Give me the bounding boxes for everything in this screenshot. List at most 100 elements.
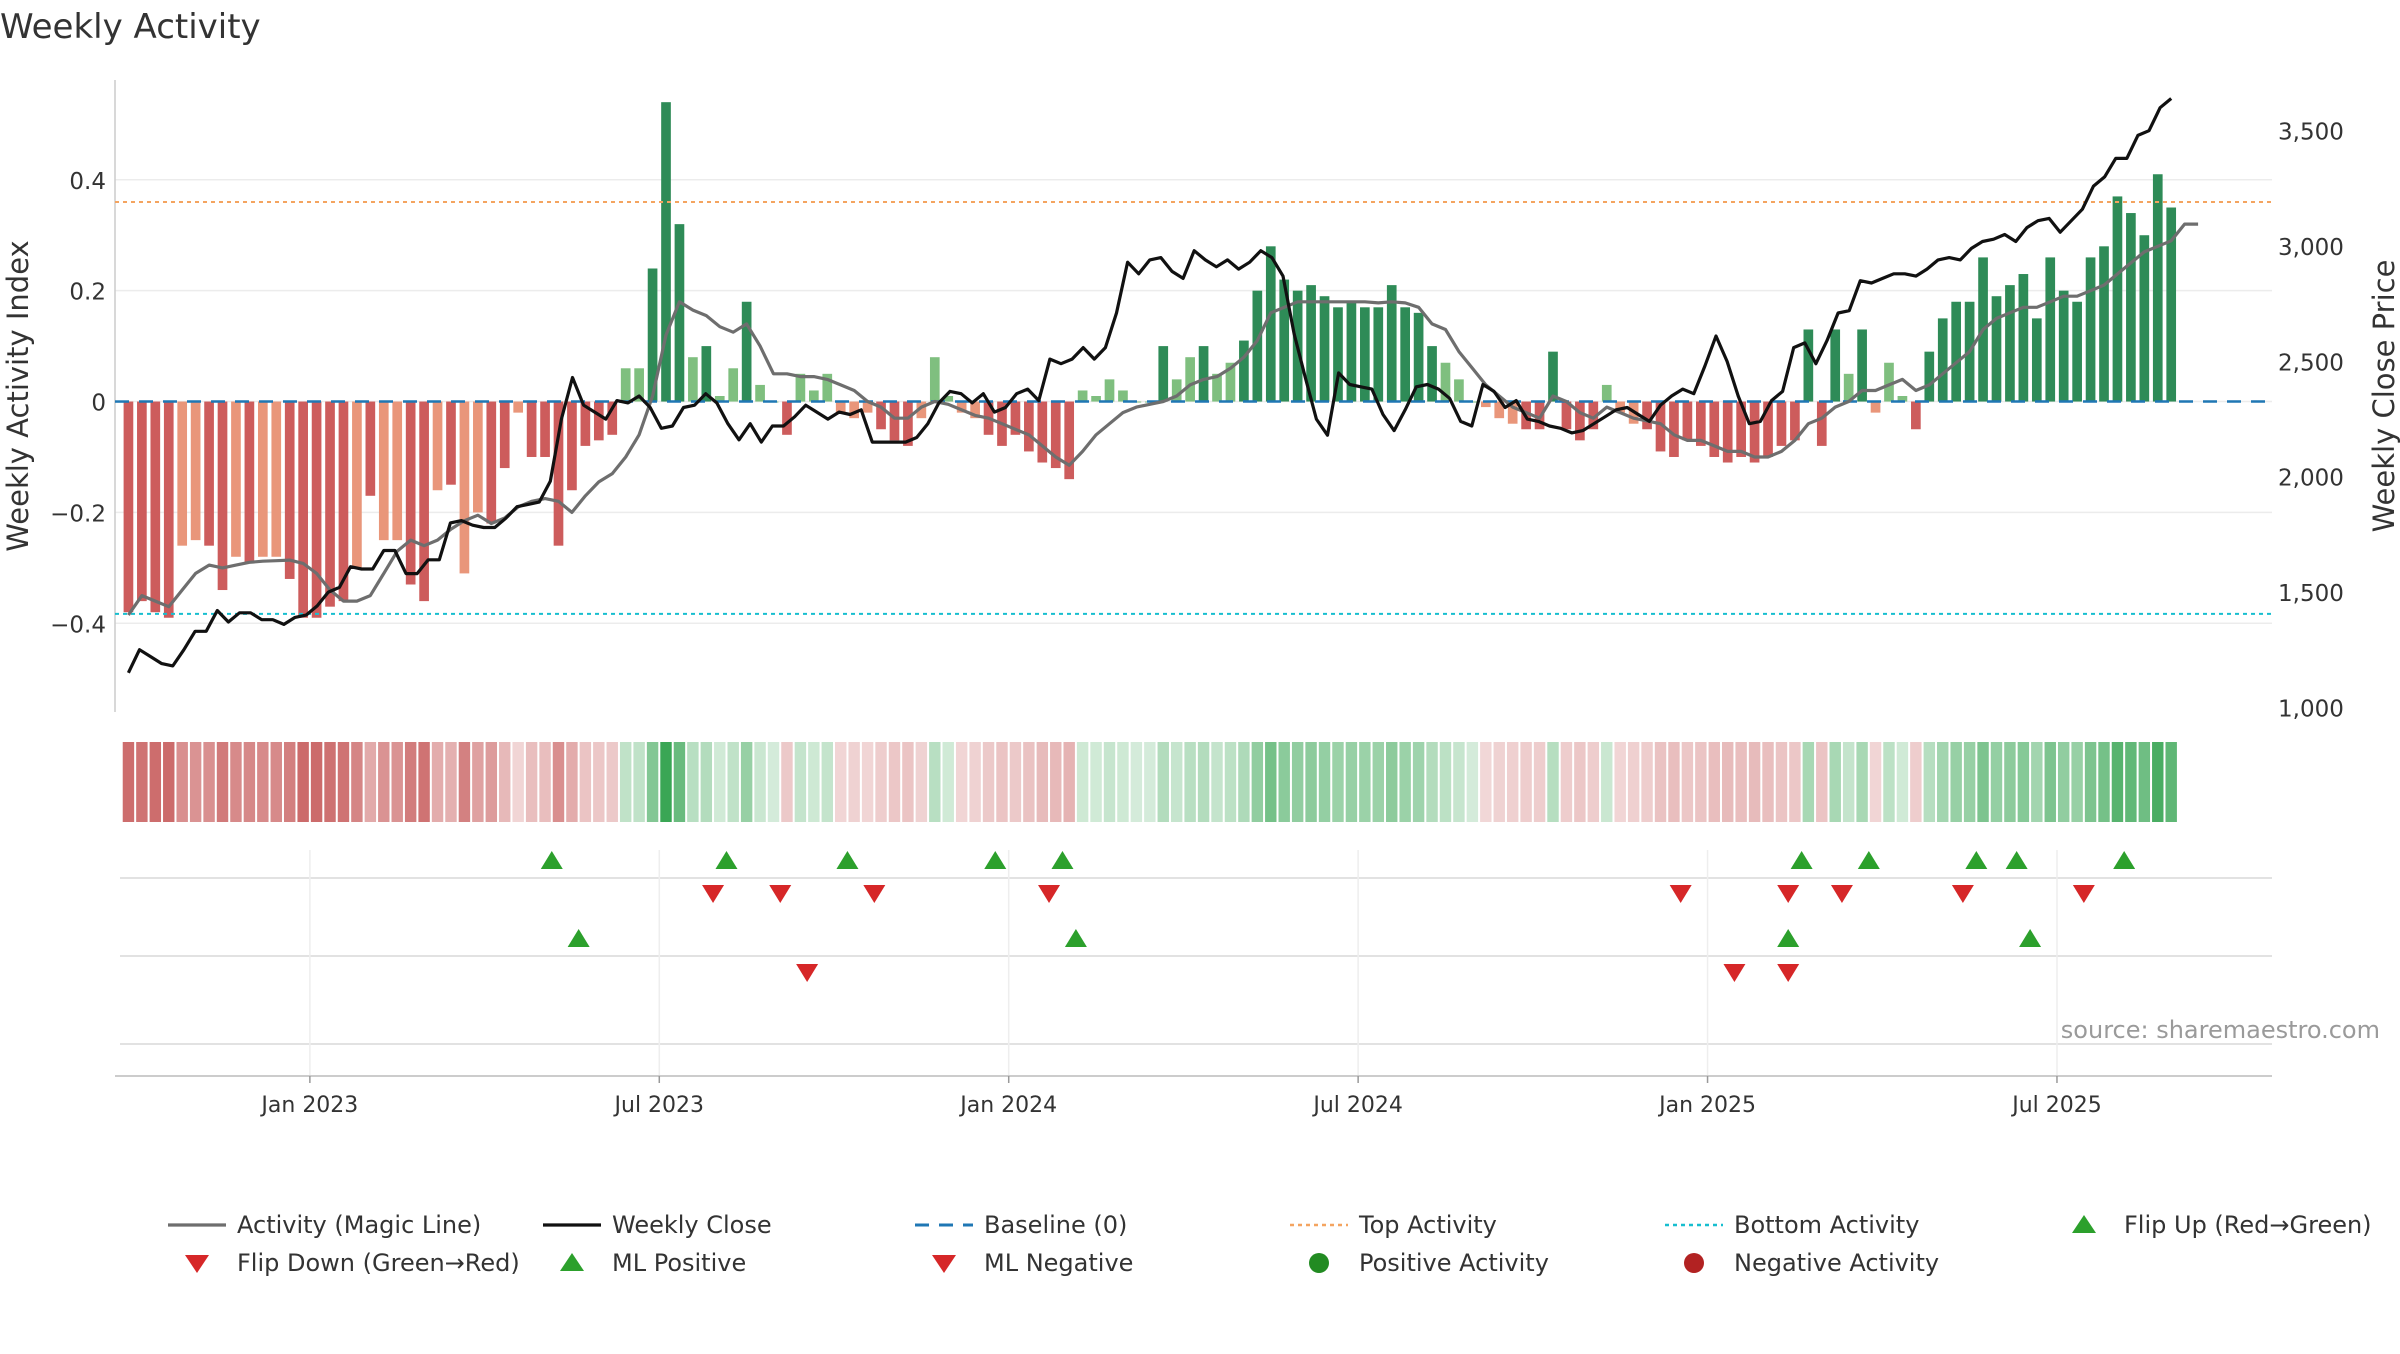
flip-up-marker-8 <box>2005 851 2028 869</box>
strip-cell-9 <box>243 742 256 822</box>
activity-bar-146 <box>2085 257 2096 402</box>
activity-bar-127 <box>1830 329 1841 402</box>
activity-bar-115 <box>1669 401 1679 457</box>
activity-bar-111 <box>1615 401 1626 413</box>
strip-cell-118 <box>1708 742 1720 822</box>
strip-cell-53 <box>835 742 847 822</box>
strip-cell-62 <box>955 742 968 822</box>
strip-cell-131 <box>1883 742 1895 822</box>
activity-bar-121 <box>1749 401 1760 463</box>
activity-bar-135 <box>1937 318 1948 402</box>
activity-bar-25 <box>459 401 470 574</box>
strip-cell-33 <box>566 742 578 822</box>
activity-bar-79 <box>1185 357 1195 402</box>
activity-bar-47 <box>755 384 765 402</box>
activity-bar-66 <box>1010 401 1021 435</box>
activity-bar-68 <box>1037 401 1048 463</box>
legend-swatch-9 <box>1309 1253 1329 1273</box>
strip-cell-132 <box>1896 742 1909 822</box>
activity-strip <box>122 742 2177 822</box>
strip-cell-37 <box>619 742 632 822</box>
strip-cell-111 <box>1614 742 1626 822</box>
legend-item-3: Top Activity <box>1290 1211 1497 1239</box>
ml-positive-marker-2 <box>1777 929 1800 947</box>
activity-bar-59 <box>916 401 927 419</box>
strip-cell-24 <box>445 742 457 822</box>
activity-bar-17 <box>352 401 362 568</box>
strip-cell-146 <box>2084 742 2097 822</box>
strip-cell-52 <box>821 742 833 822</box>
strip-cell-148 <box>2111 742 2124 822</box>
flip-up-marker-1 <box>715 851 738 869</box>
strip-cell-27 <box>485 742 498 822</box>
flip-up-marker-6 <box>1857 851 1880 869</box>
activity-bar-149 <box>2126 213 2136 402</box>
activity-bar-72 <box>1091 396 1101 402</box>
legend-item-8: ML Negative <box>932 1249 1133 1277</box>
strip-cell-87 <box>1291 742 1304 822</box>
activity-bar-81 <box>1212 373 1222 402</box>
strip-cell-96 <box>1412 742 1425 822</box>
ml-positive-marker-3 <box>2019 929 2042 947</box>
strip-cell-0 <box>122 742 135 822</box>
activity-bar-140 <box>2005 285 2015 402</box>
strip-cell-99 <box>1453 742 1465 822</box>
activity-bar-54 <box>849 401 859 419</box>
activity-bar-63 <box>970 401 980 419</box>
activity-bar-31 <box>540 401 550 457</box>
ml-negative-marker-0 <box>796 964 819 982</box>
activity-bar-152 <box>2166 207 2177 402</box>
strip-cell-44 <box>714 742 726 822</box>
strip-cell-133 <box>1910 742 1922 822</box>
legend-item-4: Bottom Activity <box>1665 1211 1919 1239</box>
strip-cell-108 <box>1574 742 1586 822</box>
strip-cell-34 <box>579 742 592 822</box>
activity-bar-91 <box>1346 301 1357 402</box>
legend-label-9: Positive Activity <box>1359 1249 1549 1277</box>
strip-cell-6 <box>203 742 215 822</box>
activity-bar-5 <box>190 401 201 541</box>
strip-cell-43 <box>700 742 713 822</box>
activity-bar-13 <box>298 401 308 618</box>
strip-cell-110 <box>1601 742 1613 822</box>
strip-cell-152 <box>2165 742 2177 822</box>
strip-cell-140 <box>2004 742 2016 822</box>
strip-cell-137 <box>1963 742 1976 822</box>
legend-label-5: Flip Up (Red→Green) <box>2124 1211 2372 1239</box>
activity-bar-80 <box>1198 346 1209 402</box>
left-tick-label-2: 0 <box>91 391 106 417</box>
strip-cell-90 <box>1332 742 1344 822</box>
activity-bar-120 <box>1736 401 1746 457</box>
strip-cell-122 <box>1762 742 1774 822</box>
strip-cell-120 <box>1735 742 1747 822</box>
activity-bar-113 <box>1642 401 1652 430</box>
strip-cell-143 <box>2044 742 2056 822</box>
activity-bar-151 <box>2152 174 2163 402</box>
strip-cell-71 <box>1076 742 1089 822</box>
activity-bar-94 <box>1386 285 1397 402</box>
strip-cell-81 <box>1211 742 1223 822</box>
legend-label-2: Baseline (0) <box>984 1211 1127 1239</box>
activity-bar-77 <box>1158 346 1169 402</box>
strip-cell-128 <box>1842 742 1855 822</box>
activity-bar-14 <box>311 401 322 618</box>
strip-cell-76 <box>1144 742 1156 822</box>
strip-cell-65 <box>996 742 1008 822</box>
activity-bar-143 <box>2045 257 2056 402</box>
activity-bar-23 <box>432 401 443 491</box>
strip-cell-117 <box>1695 742 1707 822</box>
x-tick-label-5: Jul 2025 <box>2010 1093 2102 1118</box>
strip-cell-15 <box>324 742 336 822</box>
activity-bar-148 <box>2112 196 2123 402</box>
activity-bar-12 <box>284 401 295 579</box>
flip-up-marker-4 <box>1051 851 1074 869</box>
strip-cell-85 <box>1265 742 1277 822</box>
activity-bar-2 <box>150 401 161 613</box>
activity-bar-95 <box>1400 307 1411 402</box>
activity-bar-29 <box>513 401 524 413</box>
right-tick-label-1: 1,500 <box>2278 581 2344 607</box>
activity-bar-88 <box>1306 285 1316 402</box>
strip-cell-2 <box>149 742 162 822</box>
activity-bar-41 <box>674 224 685 402</box>
x-tick-label-0: Jan 2023 <box>259 1093 358 1118</box>
